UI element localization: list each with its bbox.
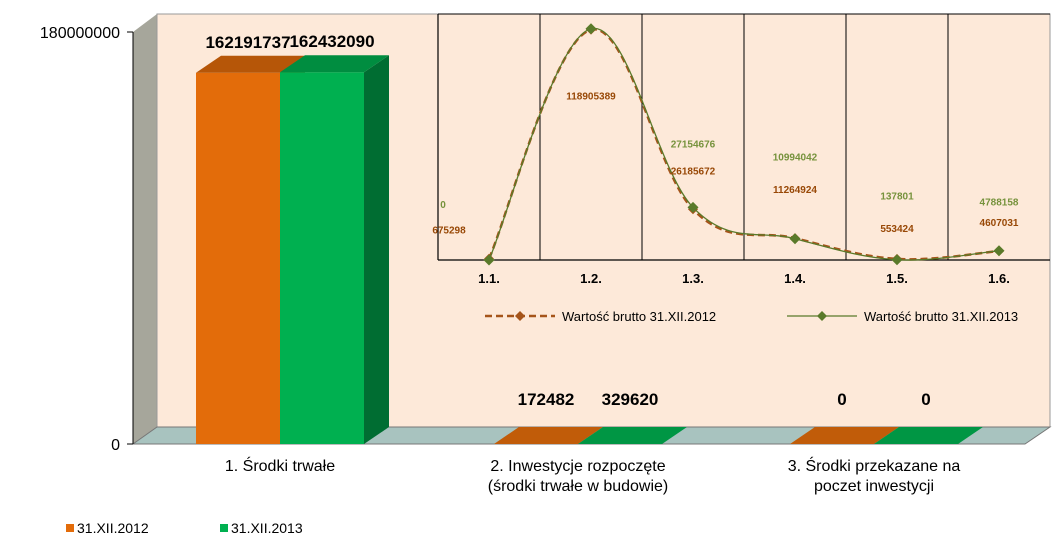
inset-point-marker [789,233,801,245]
bar-2-2013 [578,427,687,444]
inset-legend-marker [817,311,827,321]
legend-label-2012: 31.XII.2012 [77,520,149,536]
inset-legend-marker [515,311,525,321]
bar-front [280,72,364,444]
y-tick-label-zero: 0 [111,437,120,454]
category-labels-group: 1. Środki trwałe 2. Inwestycje rozpoczęte… [225,456,961,495]
inset-x-tick-label: 1.6. [988,271,1010,286]
category-label-line: (środki trwałe w budowie) [488,478,669,495]
inset-data-label: 11264924 [773,185,817,196]
bar-top [790,427,899,444]
bar-1-2013 [280,55,389,444]
inset-data-label: 27154676 [671,139,716,150]
bar-front [196,72,280,444]
inset-data-label: 4788158 [980,198,1019,209]
inset-x-tick-label: 1.5. [886,271,908,286]
y-tick-label-max: 180000000 [40,25,120,42]
inset-line-chart: 1.1. 1.2. 1.3. 1.4. 1.5. 1.6. 675298 118905389 2… [432,13,1050,324]
bar-value-label: 0 [921,390,930,409]
bar-2-2012 [494,427,603,444]
inset-x-tick-label: 1.4. [784,271,806,286]
bar-3-2012 [790,427,899,444]
inset-data-label: 26185672 [671,166,716,177]
bar-3-2013 [874,427,983,444]
inset-x-tick-label: 1.2. [580,271,602,286]
bar-top [196,55,305,73]
inset-legend-label: Wartość brutto 31.XII.2013 [864,309,1018,324]
inset-point-marker [483,254,495,266]
category-label-line: 2. Inwestycje rozpoczęte [490,458,665,475]
category-label-line: 1. Środki trwałe [225,456,335,475]
inset-x-tick-label: 1.3. [682,271,704,286]
inset-legend-item-2013: Wartość brutto 31.XII.2013 [787,309,1018,324]
category-label-line: 3. Środki przekazane na [788,456,961,475]
legend-label-2013: 31.XII.2013 [231,520,303,536]
bar-value-label: 162432090 [289,32,374,51]
inset-point-marker [891,254,903,266]
legend-swatch-2012 [66,524,74,532]
inset-point-marker [585,23,597,35]
inset-data-label: 118905389 [566,92,616,103]
inset-legend-label: Wartość brutto 31.XII.2012 [562,309,716,324]
bar-value-label: 0 [837,390,846,409]
bar-side [364,55,389,444]
bar-value-label: 162191737 [205,33,290,52]
inset-data-label: 675298 [432,226,466,237]
main-legend: 31.XII.2012 31.XII.2013 [66,520,303,536]
side-wall [133,14,157,444]
inset-data-label: 4607031 [980,218,1019,229]
bar-top [494,427,603,444]
inset-x-tick-label: 1.1. [478,271,500,286]
inset-point-marker [993,245,1005,257]
bar-value-label: 172482 [518,390,575,409]
bar-top [280,55,389,73]
inset-data-label: 553424 [880,224,914,235]
inset-data-label: 10994042 [773,153,818,164]
main-bars-group [196,55,983,444]
legend-swatch-2013 [220,524,228,532]
inset-data-label: 0 [440,200,446,211]
category-label-line: poczet inwestycji [814,478,934,495]
bar-top [874,427,983,444]
inset-legend-item-2012: Wartość brutto 31.XII.2012 [485,309,716,324]
inset-data-label: 137801 [880,192,914,203]
bar-value-label: 329620 [602,390,659,409]
bar-top [578,427,687,444]
inset-point-marker [687,201,699,213]
